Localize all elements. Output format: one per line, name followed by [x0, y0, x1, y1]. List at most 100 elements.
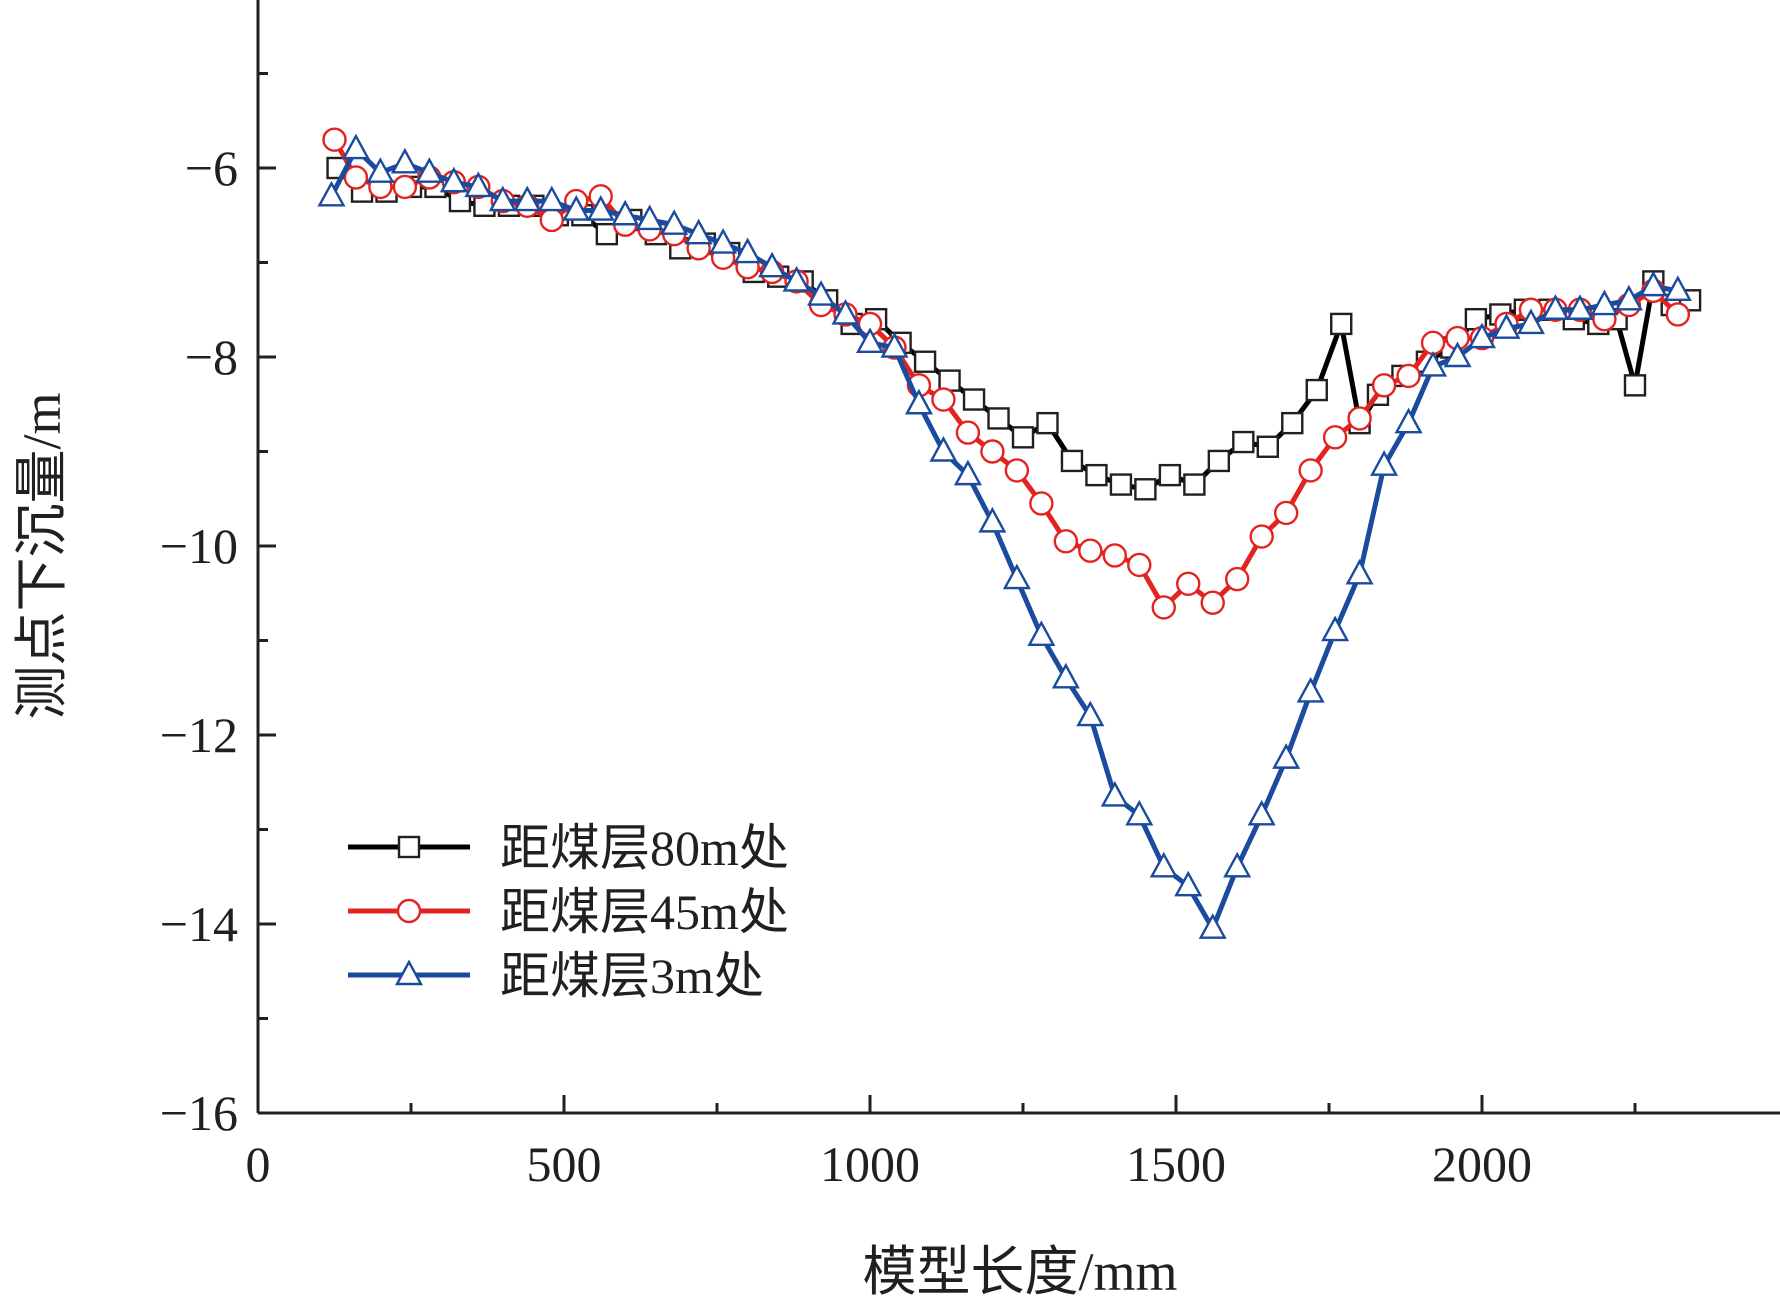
series-1-square-marker	[1109, 473, 1133, 496]
series-3-triangle-marker	[953, 459, 982, 486]
series-3-triangle-marker	[978, 506, 1007, 533]
series-3-triangle-marker	[1076, 700, 1105, 727]
series-2-circle-marker	[1078, 538, 1103, 563]
series-3-triangle-marker	[1394, 407, 1423, 434]
series-3-triangle-marker	[611, 199, 640, 226]
series-2-circle-marker	[1176, 571, 1201, 596]
series-3-triangle-marker	[1198, 913, 1227, 939]
series-1-square-marker	[1060, 449, 1084, 473]
series-3-triangle-marker	[635, 204, 664, 231]
series-3-triangle-marker	[1296, 676, 1325, 703]
x-tick-label: 0	[246, 1136, 271, 1192]
series-2-circle-marker	[931, 387, 956, 412]
series-3-triangle-marker	[439, 166, 468, 193]
series-2-circle-marker	[322, 127, 347, 152]
series-2-circle-marker	[1004, 458, 1030, 483]
series-3-triangle-marker	[1590, 289, 1619, 316]
series-3-triangle-marker	[1565, 294, 1594, 320]
series-3-triangle-marker	[1002, 563, 1031, 590]
series-3-triangle-marker	[904, 388, 933, 415]
series-2-circle-marker	[1273, 500, 1299, 526]
legend-label: 距煤层45m处	[500, 884, 789, 940]
legend-marker	[394, 959, 424, 986]
series-3-triangle-marker	[537, 185, 566, 212]
series-3-triangle-marker	[855, 327, 885, 354]
series-3-triangle-marker	[1100, 780, 1129, 807]
series-3-triangle-marker	[1467, 322, 1497, 349]
series-1-square-marker	[1232, 430, 1255, 454]
series-2-circle-marker	[539, 207, 564, 233]
series-2-circle-marker	[1249, 524, 1274, 549]
series-3-triangle-marker	[709, 228, 738, 254]
series-1-square-marker	[1207, 449, 1231, 473]
series-1-square-marker	[1281, 411, 1304, 435]
series-2-circle-marker	[1665, 302, 1691, 327]
series-3-triangle-marker	[464, 171, 493, 198]
series-3-triangle-marker	[1516, 308, 1545, 335]
x-tick-label: 1500	[1126, 1136, 1226, 1192]
series-3-triangle-marker	[341, 133, 370, 160]
series-3-line	[328, 146, 1681, 932]
series-3-triangle-marker	[880, 332, 909, 358]
series-1-square-marker	[1623, 374, 1647, 397]
series-2-circle-marker	[1396, 363, 1421, 389]
legend-label: 距煤层3m处	[500, 948, 764, 1004]
series-2-circle-marker	[1420, 330, 1446, 356]
x-tick-label: 500	[527, 1136, 602, 1192]
series-2-circle-marker	[1029, 491, 1054, 516]
series-1-square-marker	[595, 222, 619, 246]
series-3-triangle-marker	[1541, 294, 1570, 320]
series-3-triangle-marker	[1663, 275, 1692, 302]
series-2-circle-marker	[1053, 529, 1079, 554]
x-tick-label: 1000	[820, 1136, 920, 1192]
series-1-square-marker	[1134, 478, 1157, 501]
series-1-square-marker	[962, 388, 986, 411]
series-3-triangle-marker	[513, 185, 542, 212]
y-tick-label: −12	[160, 707, 238, 763]
series-2-circle-marker	[1371, 373, 1397, 398]
series-2-circle-marker	[392, 174, 418, 200]
series-3-triangle-marker	[366, 157, 395, 183]
series-3-triangle-marker	[562, 195, 591, 221]
series-3-triangle-marker	[1174, 870, 1203, 897]
series-2-circle-marker	[1102, 543, 1128, 568]
series-1-square-marker	[987, 407, 1010, 430]
series-3-triangle-marker	[1370, 450, 1399, 476]
series-1-square-marker	[1330, 312, 1353, 336]
legend-item: 距煤层45m处	[348, 884, 789, 940]
x-tick-label: 2000	[1432, 1136, 1532, 1192]
series-3-triangle-marker	[1247, 799, 1276, 826]
series-3-triangle-marker	[733, 237, 762, 264]
y-tick-label: −6	[185, 140, 238, 196]
series-2-circle-marker	[1298, 458, 1323, 483]
series-3-triangle-marker	[1223, 851, 1252, 878]
series-3-triangle-marker	[1345, 558, 1374, 585]
series-1-square-marker	[1158, 463, 1182, 487]
legend-marker	[397, 835, 421, 859]
series-1-square-marker	[913, 350, 937, 373]
axes: 0 500 1000 1500 2000 −6 −8 −10 −12 −14 −16	[160, 0, 1780, 1192]
series-2-circle-marker	[343, 165, 369, 190]
series-2-circle-marker	[1224, 566, 1250, 592]
legend-label: 距煤层80m处	[500, 820, 789, 876]
series-2-circle-marker	[980, 439, 1005, 464]
series-3-triangle-marker	[1027, 620, 1056, 646]
series-2-circle-marker	[1127, 552, 1152, 578]
series-1-square-marker	[1085, 463, 1108, 487]
y-tick-label: −14	[160, 896, 238, 952]
series-2-circle-marker	[1151, 595, 1176, 620]
legend-marker	[396, 898, 422, 924]
series-3-triangle-marker	[1639, 270, 1668, 297]
series-3	[317, 133, 1692, 939]
series-3-triangle-marker	[1492, 313, 1521, 339]
series-3-triangle-marker	[929, 435, 958, 462]
series-1-square-marker	[1036, 411, 1059, 435]
series-1-square-marker	[1305, 378, 1328, 402]
series-3-triangle-marker	[684, 218, 713, 245]
series-2-circle-marker	[1347, 406, 1372, 431]
series-3-triangle-marker	[415, 157, 444, 183]
series-1-square-marker	[1011, 426, 1035, 449]
y-tick-label: −8	[185, 329, 238, 385]
